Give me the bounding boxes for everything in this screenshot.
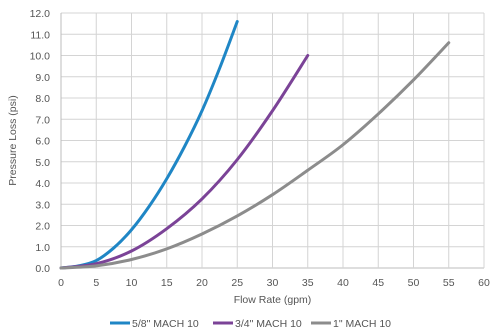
series-line-1: [59, 54, 310, 270]
x-tick-label: 20: [196, 277, 208, 289]
y-tick-label: 10.0: [30, 51, 51, 63]
x-axis-title: Flow Rate (gpm): [234, 294, 312, 306]
legend-label: 1" MACH 10: [333, 318, 391, 330]
y-axis-ticks: 0.0 1.0 2.0 3.0 4.0 5.0 6.0 7.0 8.0 9.0 10.0 11.0 12…: [30, 8, 51, 275]
legend-label: 5/8" MACH 10: [132, 318, 199, 330]
x-tick-label: 55: [443, 277, 455, 289]
x-tick-label: 0: [58, 277, 64, 289]
x-tick-label: 45: [372, 277, 384, 289]
y-tick-label: 8.0: [35, 93, 50, 105]
x-tick-label: 30: [267, 277, 279, 289]
legend: 5/8" MACH 10 3/4" MACH 10 1" MACH 10: [110, 318, 391, 330]
series-lines: [59, 20, 451, 270]
y-tick-label: 1.0: [35, 242, 50, 254]
y-tick-label: 7.0: [35, 114, 50, 126]
y-tick-label: 6.0: [35, 136, 50, 148]
y-tick-label: 11.0: [30, 29, 50, 41]
y-tick-label: 9.0: [35, 72, 50, 84]
y-tick-label: 0.0: [35, 263, 50, 275]
grid: [60, 12, 485, 269]
x-tick-label: 5: [93, 277, 99, 289]
y-tick-label: 3.0: [35, 199, 50, 211]
y-tick-label: 2.0: [35, 221, 50, 233]
y-tick-label: 4.0: [35, 178, 50, 190]
x-tick-label: 35: [302, 277, 314, 289]
x-axis-ticks: 0 5 10 15 20 25 30 35 40 45 50 55 60: [58, 277, 490, 289]
y-tick-label: 5.0: [35, 157, 50, 169]
x-tick-label: 25: [231, 277, 243, 289]
y-axis-title: Pressure Loss (psi): [7, 95, 19, 185]
x-tick-label: 50: [408, 277, 420, 289]
x-tick-label: 10: [126, 277, 138, 289]
y-tick-label: 12.0: [30, 8, 51, 20]
x-tick-label: 40: [337, 277, 349, 289]
x-tick-label: 60: [478, 277, 490, 289]
legend-label: 3/4" MACH 10: [235, 318, 302, 330]
x-tick-label: 15: [161, 277, 173, 289]
series-line-2: [59, 41, 451, 270]
series-line-0: [59, 20, 239, 270]
